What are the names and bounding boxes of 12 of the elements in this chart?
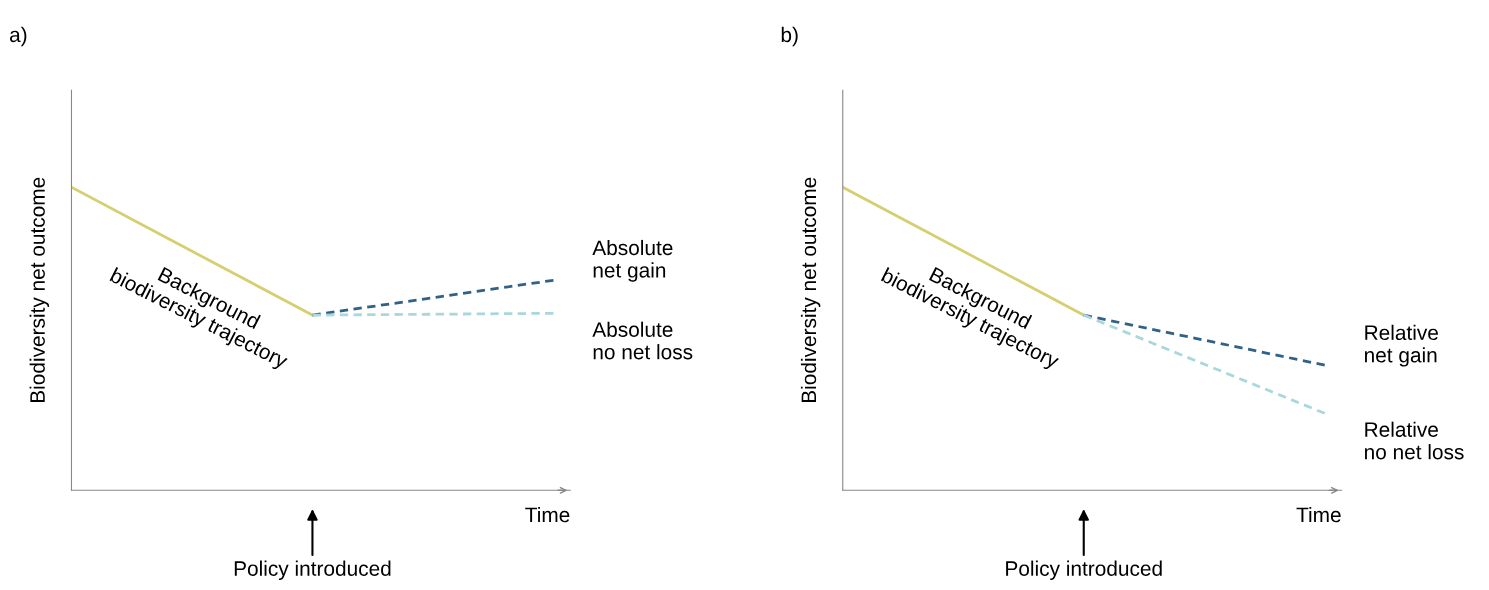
x-axis-title: Time (1296, 506, 1341, 523)
x-axis-title: Time (525, 506, 570, 523)
series-label: Absolute net gain (592, 239, 673, 282)
text: Policy introduced (1006, 560, 1162, 580)
y-axis-title: Biodiversity net outcome (29, 177, 50, 403)
text: Policy introduced (234, 560, 391, 580)
y-axis-title: Biodiversity net outcome (800, 177, 821, 403)
series-label: Absolute no net loss (592, 321, 693, 360)
chart-title: b) (781, 26, 798, 47)
series-label: Relative no net loss (1364, 421, 1464, 460)
chart-title: a) (10, 26, 27, 47)
series-label: Relative net gain (1364, 324, 1438, 367)
